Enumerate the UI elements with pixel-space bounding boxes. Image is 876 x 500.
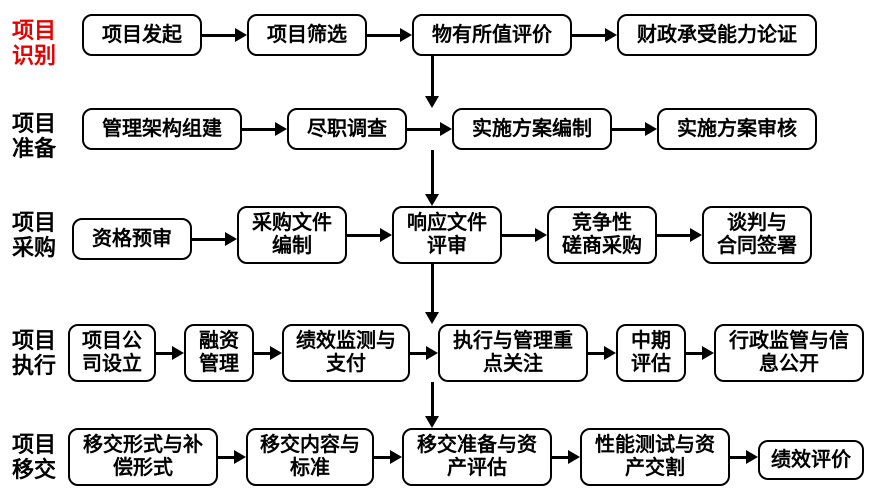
- node-n4-5: 中期 评估: [616, 324, 686, 382]
- node-n1-3: 物有所值评价: [412, 14, 572, 56]
- node-label: 性能测试与资 产交割: [595, 434, 715, 480]
- node-n2-2: 尽职调查: [287, 108, 407, 150]
- node-label: 移交内容与 标准: [260, 434, 360, 480]
- row-label-r1: 项目 识别: [12, 18, 56, 69]
- node-label: 项目筛选: [267, 24, 347, 47]
- node-label: 融资 管理: [199, 330, 239, 376]
- node-label: 资格预审: [92, 228, 172, 251]
- node-n4-3: 绩效监测与 支付: [282, 324, 410, 382]
- node-label: 实施方案审核: [677, 118, 797, 141]
- node-n5-4: 性能测试与资 产交割: [580, 428, 730, 486]
- node-n4-1: 项目公 司设立: [68, 324, 156, 382]
- node-label: 移交准备与资 产评估: [417, 434, 537, 480]
- node-label: 项目发起: [102, 24, 182, 47]
- node-label: 物有所值评价: [432, 24, 552, 47]
- node-n5-3: 移交准备与资 产评估: [402, 428, 552, 486]
- node-n1-4: 财政承受能力论证: [617, 14, 817, 56]
- node-n2-1: 管理架构组建: [82, 108, 242, 150]
- node-label: 谈判与 合同签署: [717, 212, 797, 258]
- node-n3-4: 竞争性 磋商采购: [547, 206, 657, 264]
- node-n3-1: 资格预审: [72, 218, 192, 260]
- node-n3-2: 采购文件 编制: [237, 206, 347, 264]
- node-label: 竞争性 磋商采购: [562, 212, 642, 258]
- node-label: 行政监管与信 息公开: [729, 330, 849, 376]
- node-label: 移交形式与补 偿形式: [83, 434, 203, 480]
- node-n4-2: 融资 管理: [184, 324, 254, 382]
- node-n3-5: 谈判与 合同签署: [702, 206, 812, 264]
- node-label: 绩效监测与 支付: [296, 330, 396, 376]
- row-label-r2: 项目 准备: [12, 111, 56, 162]
- node-n2-4: 实施方案审核: [657, 108, 817, 150]
- node-n3-3: 响应文件 评审: [392, 206, 502, 264]
- node-n1-1: 项目发起: [82, 14, 202, 56]
- node-n1-2: 项目筛选: [247, 14, 367, 56]
- node-n4-4: 执行与管理重 点关注: [438, 324, 588, 382]
- node-n5-1: 移交形式与补 偿形式: [68, 428, 218, 486]
- row-label-r5: 项目 移交: [12, 432, 56, 483]
- node-label: 执行与管理重 点关注: [453, 330, 573, 376]
- node-label: 绩效评价: [771, 449, 851, 472]
- node-label: 尽职调查: [307, 118, 387, 141]
- node-label: 实施方案编制: [472, 118, 592, 141]
- node-label: 管理架构组建: [102, 118, 222, 141]
- node-label: 财政承受能力论证: [637, 24, 797, 47]
- node-n5-2: 移交内容与 标准: [246, 428, 374, 486]
- node-n2-3: 实施方案编制: [452, 108, 612, 150]
- node-label: 中期 评估: [631, 330, 671, 376]
- node-label: 项目公 司设立: [82, 330, 142, 376]
- flowchart-canvas: 项目 识别项目 准备项目 采购项目 执行项目 移交 项目发起 项目筛选 物有所值评价 财…: [0, 0, 876, 500]
- row-label-r4: 项目 执行: [12, 328, 56, 379]
- node-label: 响应文件 评审: [407, 212, 487, 258]
- node-label: 采购文件 编制: [252, 212, 332, 258]
- row-label-r3: 项目 采购: [12, 210, 56, 261]
- node-n5-5: 绩效评价: [758, 440, 864, 480]
- node-n4-6: 行政监管与信 息公开: [714, 324, 864, 382]
